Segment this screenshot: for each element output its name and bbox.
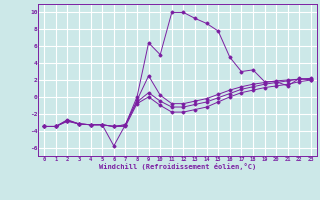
X-axis label: Windchill (Refroidissement éolien,°C): Windchill (Refroidissement éolien,°C)	[99, 163, 256, 170]
